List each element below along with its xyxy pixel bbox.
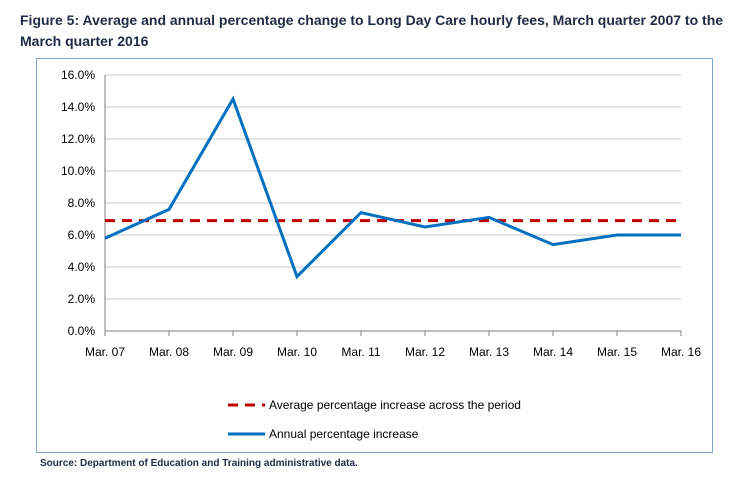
x-tick-label: Mar. 10 <box>277 345 317 359</box>
y-tick-label: 10.0% <box>61 164 95 178</box>
y-tick-label: 6.0% <box>68 228 96 242</box>
legend-label: Annual percentage increase <box>269 427 419 441</box>
x-tick-label: Mar. 15 <box>597 345 637 359</box>
legend-label: Average percentage increase across the p… <box>269 398 521 412</box>
x-tick-label: Mar. 08 <box>149 345 189 359</box>
y-tick-label: 14.0% <box>61 100 95 114</box>
x-tick-label: Mar. 14 <box>533 345 573 359</box>
x-tick-label: Mar. 07 <box>85 345 125 359</box>
annual-series-line <box>104 95 681 280</box>
y-tick-label: 2.0% <box>68 292 96 306</box>
source-note: Source: Department of Education and Trai… <box>40 458 358 469</box>
x-tick-label: Mar. 11 <box>341 345 380 359</box>
y-tick-label: 0.0% <box>68 324 96 338</box>
y-tick-label: 12.0% <box>61 132 95 146</box>
figure-title: Figure 5: Average and annual percentage … <box>20 12 724 49</box>
x-tick-label: Mar. 13 <box>469 345 509 359</box>
y-tick-label: 4.0% <box>68 260 96 274</box>
y-tick-label: 16.0% <box>61 68 95 82</box>
x-tick-label: Mar. 12 <box>405 345 445 359</box>
x-tick-label: Mar. 16 <box>661 345 701 359</box>
y-tick-label: 8.0% <box>68 196 96 210</box>
chart-frame <box>36 58 713 453</box>
x-tick-label: Mar. 09 <box>213 345 253 359</box>
